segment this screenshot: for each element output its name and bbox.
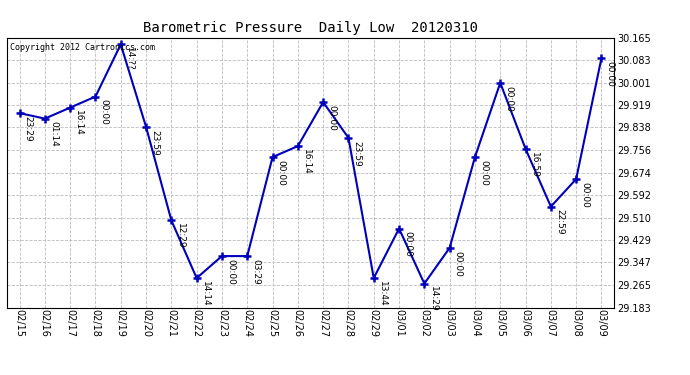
Text: 00:00: 00:00 bbox=[403, 231, 412, 257]
Text: 14:??: 14:?? bbox=[125, 47, 134, 71]
Text: 01:14: 01:14 bbox=[49, 122, 58, 147]
Text: 23:29: 23:29 bbox=[23, 116, 32, 141]
Text: 22:59: 22:59 bbox=[555, 209, 564, 235]
Title: Barometric Pressure  Daily Low  20120310: Barometric Pressure Daily Low 20120310 bbox=[143, 21, 478, 35]
Text: 00:00: 00:00 bbox=[226, 259, 235, 285]
Text: 23:59: 23:59 bbox=[150, 130, 159, 155]
Text: 14:14: 14:14 bbox=[201, 281, 210, 306]
Text: 16:59: 16:59 bbox=[530, 152, 539, 177]
Text: 00:00: 00:00 bbox=[606, 61, 615, 87]
Text: Copyright 2012 Cartronics.com: Copyright 2012 Cartronics.com bbox=[10, 43, 155, 52]
Text: 00:00: 00:00 bbox=[277, 160, 286, 186]
Text: 13:44: 13:44 bbox=[378, 281, 387, 306]
Text: 23:59: 23:59 bbox=[353, 141, 362, 166]
Text: 00:00: 00:00 bbox=[327, 105, 336, 131]
Text: 12:29: 12:29 bbox=[175, 223, 184, 249]
Text: 00:00: 00:00 bbox=[454, 251, 463, 276]
Text: 16:14: 16:14 bbox=[302, 149, 311, 175]
Text: 14:29: 14:29 bbox=[428, 286, 437, 312]
Text: 00:00: 00:00 bbox=[580, 182, 589, 208]
Text: 00:00: 00:00 bbox=[99, 99, 108, 125]
Text: 03:29: 03:29 bbox=[251, 259, 260, 285]
Text: 16:14: 16:14 bbox=[75, 110, 83, 136]
Text: 00:00: 00:00 bbox=[479, 160, 488, 186]
Text: 00:00: 00:00 bbox=[504, 86, 513, 111]
